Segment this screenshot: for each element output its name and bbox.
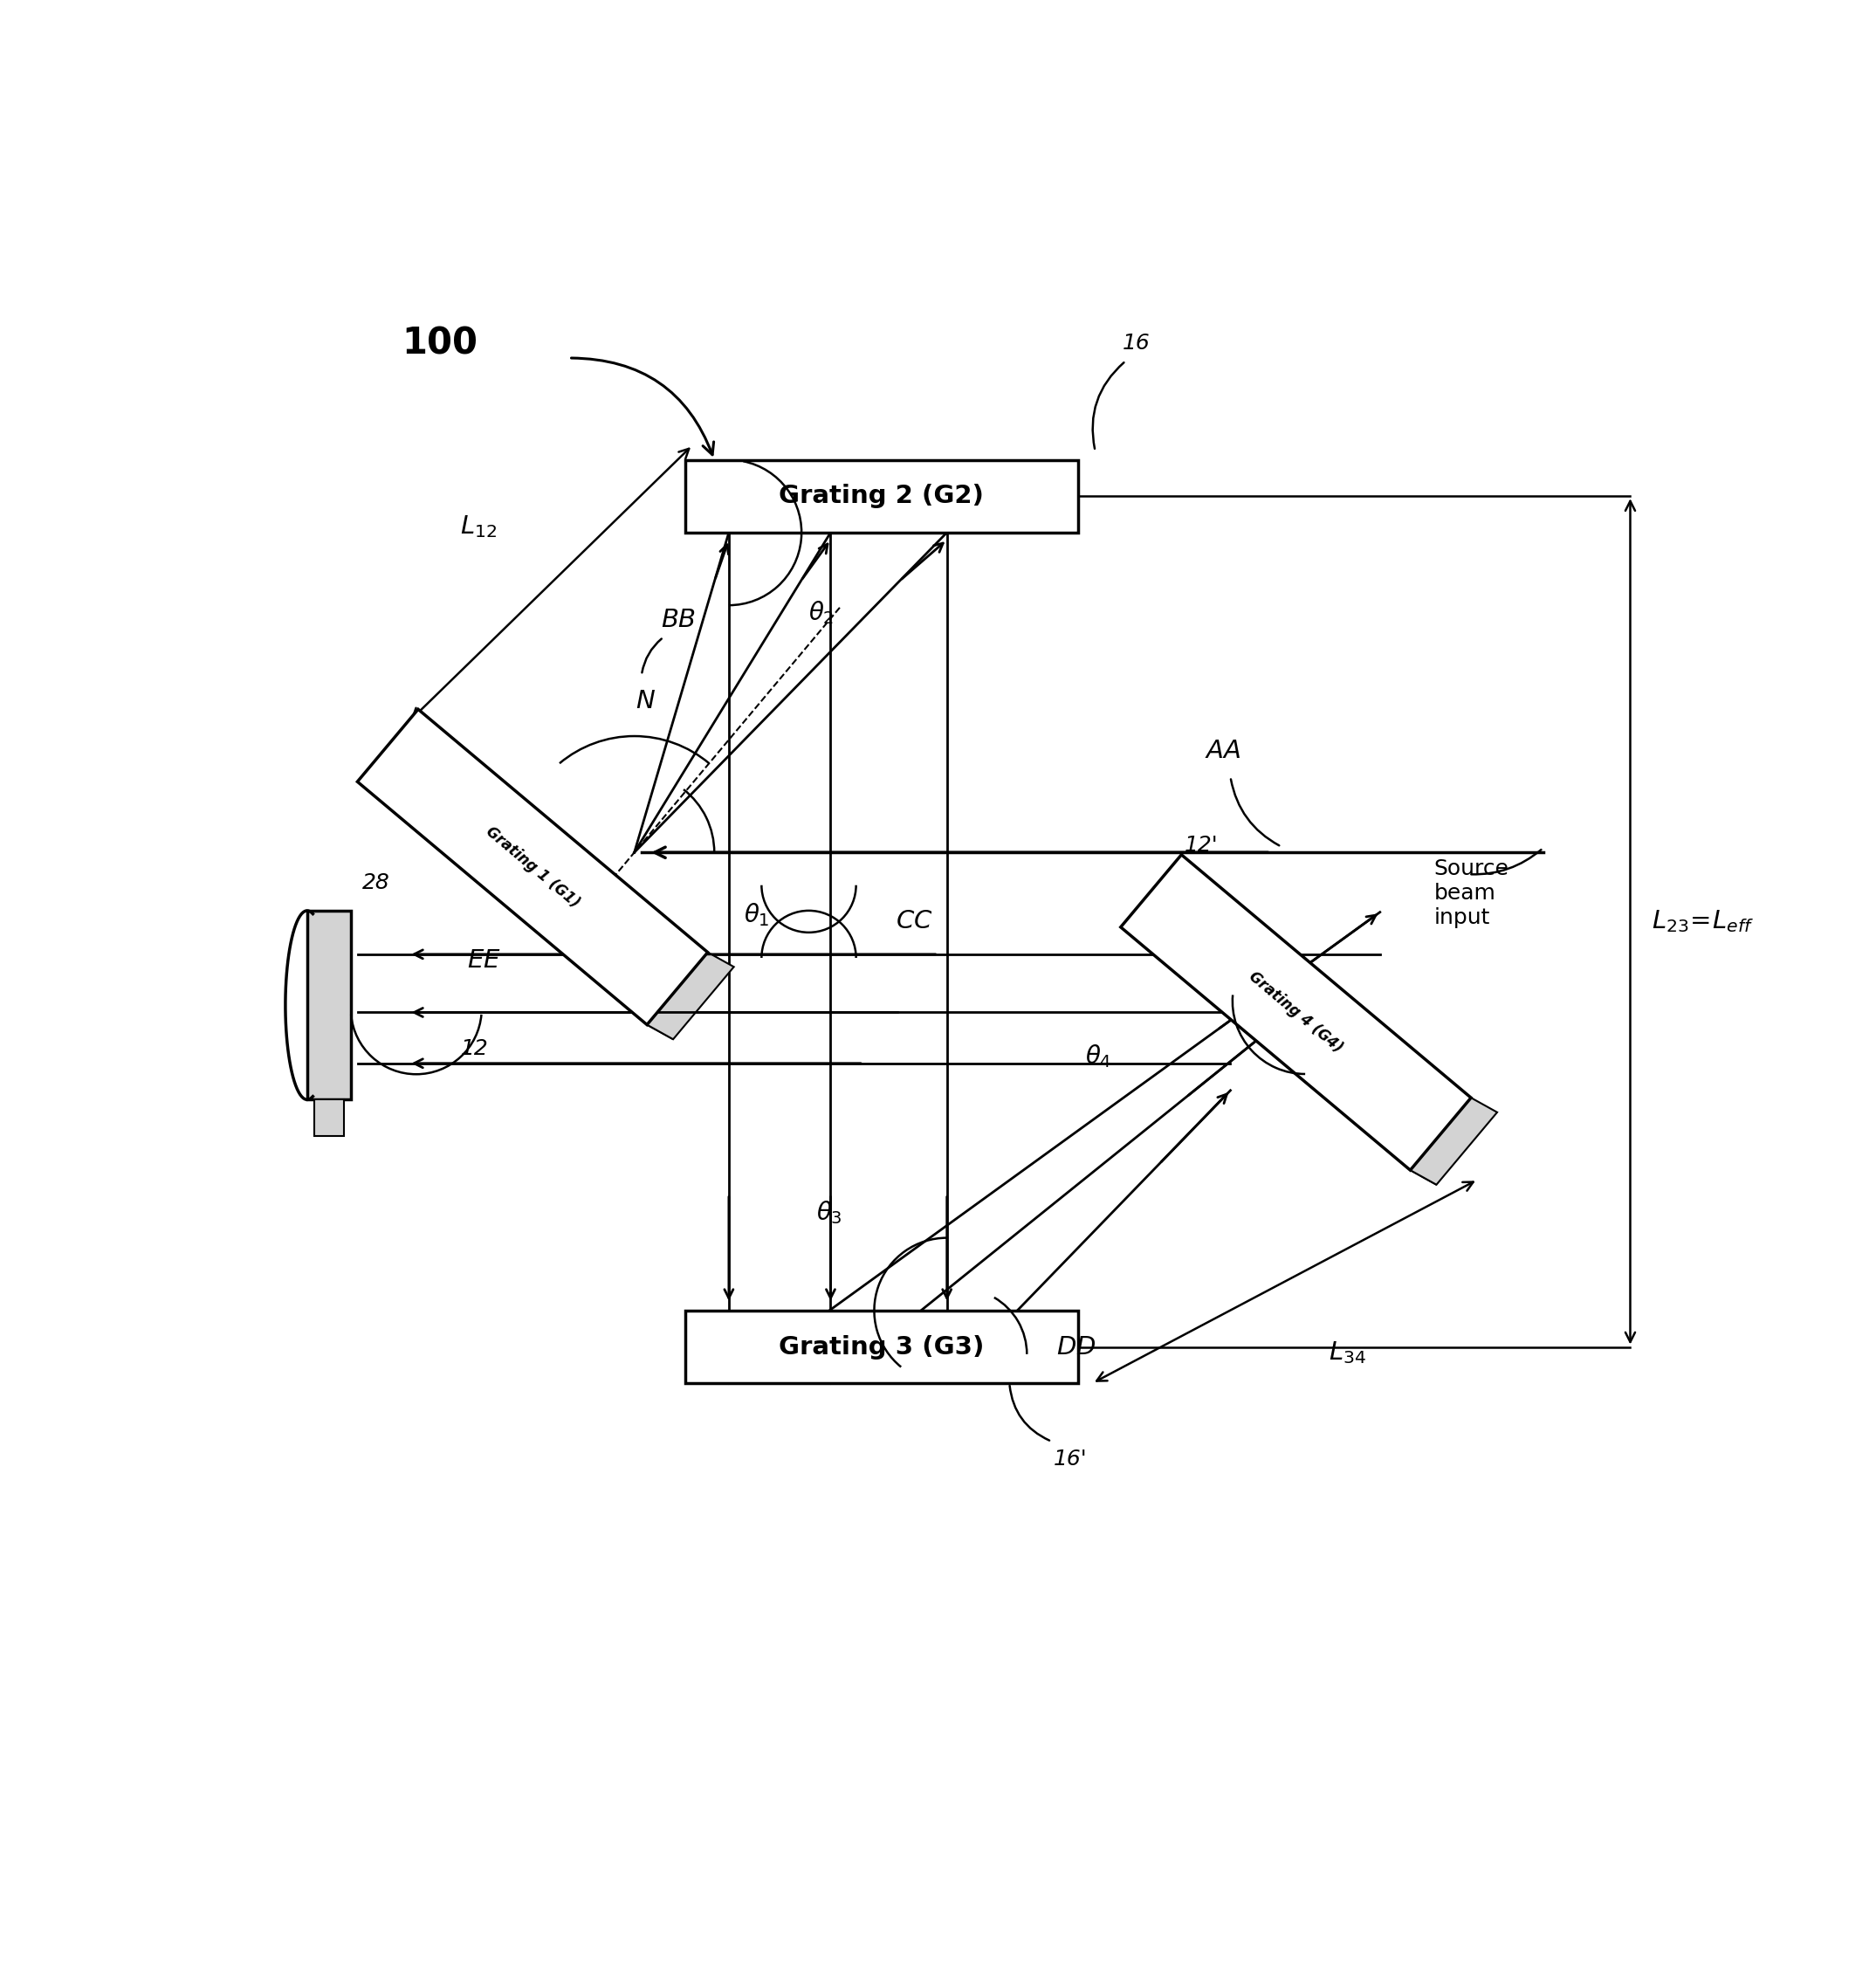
Polygon shape bbox=[1120, 856, 1471, 1170]
Text: Grating 3 (G3): Grating 3 (G3) bbox=[779, 1334, 985, 1359]
FancyBboxPatch shape bbox=[685, 460, 1079, 532]
Text: $\mathit{DD}$: $\mathit{DD}$ bbox=[1056, 1334, 1096, 1359]
Polygon shape bbox=[308, 911, 351, 1101]
Polygon shape bbox=[358, 709, 707, 1026]
Text: 12: 12 bbox=[460, 1037, 488, 1059]
Text: Source
beam
input: Source beam input bbox=[1433, 858, 1508, 929]
Text: 16: 16 bbox=[1122, 334, 1150, 354]
Polygon shape bbox=[1120, 927, 1437, 1186]
Text: 28: 28 bbox=[362, 871, 390, 893]
Text: $\theta_4$: $\theta_4$ bbox=[1084, 1043, 1111, 1069]
Text: Grating 4 (G4): Grating 4 (G4) bbox=[1246, 968, 1345, 1055]
Text: Grating 2 (G2): Grating 2 (G2) bbox=[779, 484, 985, 508]
Text: Grating 1 (G1): Grating 1 (G1) bbox=[482, 824, 582, 911]
Text: 100: 100 bbox=[401, 326, 478, 362]
Polygon shape bbox=[358, 782, 673, 1039]
Text: $\mathit{N}$: $\mathit{N}$ bbox=[636, 690, 657, 713]
Text: $\mathit{AA}$: $\mathit{AA}$ bbox=[1204, 739, 1242, 763]
Polygon shape bbox=[315, 1101, 343, 1136]
Text: 16': 16' bbox=[1054, 1448, 1088, 1470]
Text: $\theta_3$: $\theta_3$ bbox=[816, 1199, 842, 1227]
Text: $\mathit{CC}$: $\mathit{CC}$ bbox=[897, 909, 932, 935]
Text: 12': 12' bbox=[1184, 834, 1218, 856]
Text: $\mathit{EE}$: $\mathit{EE}$ bbox=[467, 948, 501, 972]
Text: $\mathit{L}_{23}\!=\!\mathit{L}_{eff}$: $\mathit{L}_{23}\!=\!\mathit{L}_{eff}$ bbox=[1653, 909, 1754, 935]
Polygon shape bbox=[1411, 1099, 1497, 1186]
Text: $\mathit{L}_{12}$: $\mathit{L}_{12}$ bbox=[460, 514, 497, 539]
Polygon shape bbox=[647, 952, 734, 1039]
Text: $\theta_1$: $\theta_1$ bbox=[743, 901, 769, 929]
FancyBboxPatch shape bbox=[685, 1310, 1079, 1383]
Text: $\mathit{BB}$: $\mathit{BB}$ bbox=[660, 607, 696, 632]
Text: $\mathit{L}_{34}$: $\mathit{L}_{34}$ bbox=[1328, 1340, 1366, 1365]
Text: $\theta_2$: $\theta_2$ bbox=[809, 599, 835, 626]
